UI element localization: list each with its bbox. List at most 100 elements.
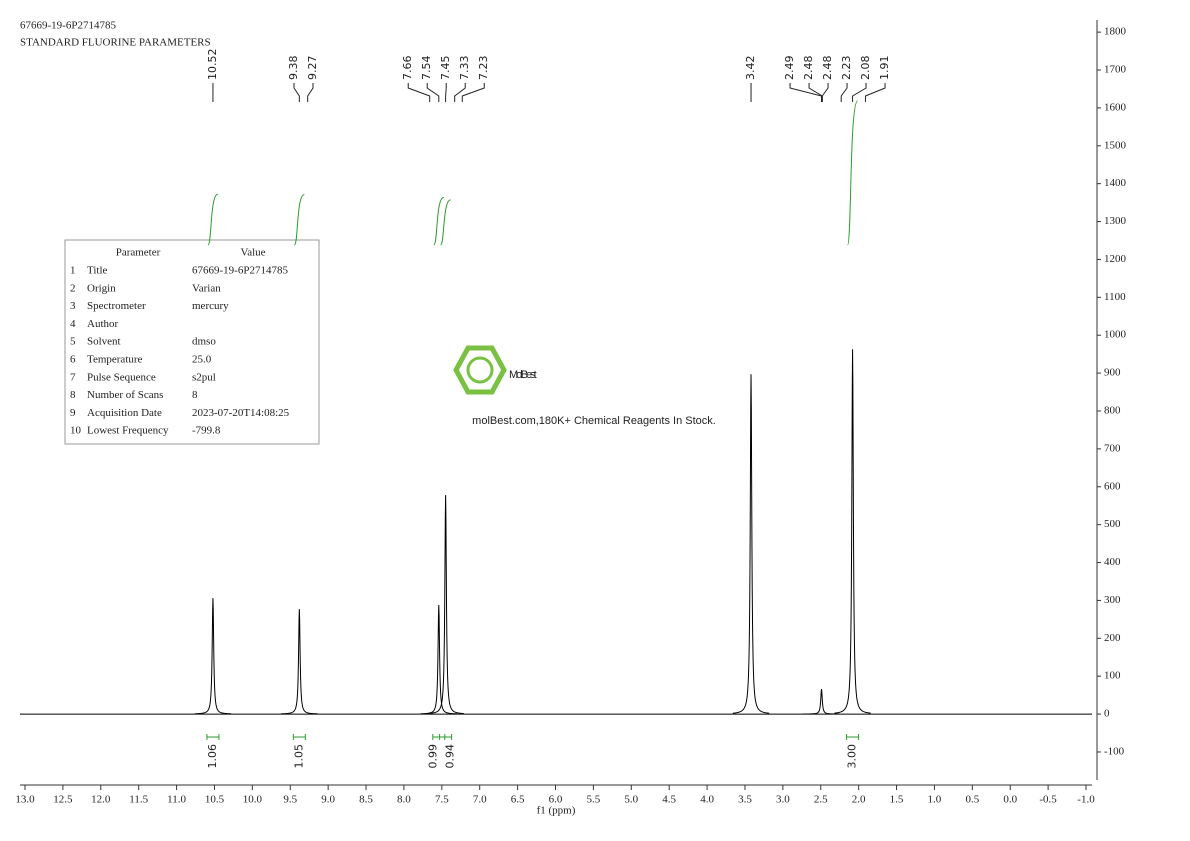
table-cell: 4 bbox=[70, 318, 76, 330]
peak-label: 9.38 bbox=[287, 56, 300, 81]
table-cell: Solvent bbox=[87, 336, 121, 348]
table-cell: Varian bbox=[192, 282, 221, 294]
x-tick-label: 10.5 bbox=[205, 794, 225, 806]
peak-leader bbox=[840, 83, 848, 102]
peak bbox=[834, 349, 871, 714]
integral-curve bbox=[207, 193, 219, 246]
table-cell: 8 bbox=[70, 389, 76, 401]
peak-label: 1.91 bbox=[878, 56, 891, 81]
watermark: MolBest molBest.com,180K+ Chemical Reage… bbox=[453, 345, 716, 427]
x-tick-label: 5.5 bbox=[587, 794, 601, 806]
x-tick-label: 0.5 bbox=[965, 794, 979, 806]
integral-label: 0.94 bbox=[444, 744, 457, 769]
x-tick-label: 4.5 bbox=[662, 794, 676, 806]
x-axis-label: f1 (ppm) bbox=[537, 805, 576, 817]
x-tick-label: 7.5 bbox=[435, 794, 449, 806]
table-cell: Lowest Frequency bbox=[87, 425, 169, 437]
x-tick-label: 12.0 bbox=[91, 794, 111, 806]
table-cell: 10 bbox=[70, 425, 82, 437]
sample-id: 67669-19-6P2714785 bbox=[20, 20, 116, 32]
table-header: Value bbox=[240, 247, 265, 259]
parameter-table bbox=[64, 239, 320, 445]
table-cell: 9 bbox=[70, 407, 76, 419]
peak-label: 2.49 bbox=[783, 56, 796, 81]
peak-label: 2.48 bbox=[821, 56, 834, 81]
y-tick-label: 1800 bbox=[1104, 26, 1127, 38]
peak-label: 7.23 bbox=[477, 56, 490, 81]
peak-leader bbox=[852, 83, 867, 102]
peak-leader bbox=[864, 83, 886, 102]
table-cell: mercury bbox=[192, 300, 229, 312]
y-tick-label: 1100 bbox=[1104, 291, 1126, 303]
experiment-name: STANDARD FLUORINE PARAMETERS bbox=[20, 37, 211, 49]
peak-label: 9.27 bbox=[306, 56, 319, 81]
y-tick-label: 1700 bbox=[1104, 64, 1127, 76]
peak-leader bbox=[461, 83, 485, 102]
x-tick-label: 9.0 bbox=[321, 794, 335, 806]
table-cell: 2023-07-20T14:08:25 bbox=[192, 407, 290, 419]
peak-leader bbox=[445, 83, 447, 102]
x-tick-label: 11.5 bbox=[129, 794, 148, 806]
y-tick-label: 300 bbox=[1104, 594, 1121, 606]
table-cell: 6 bbox=[70, 354, 76, 366]
peak-label: 2.48 bbox=[802, 56, 815, 81]
x-tick-label: 6.0 bbox=[549, 794, 563, 806]
y-tick-label: 0 bbox=[1104, 708, 1110, 720]
peak-label: 2.23 bbox=[840, 56, 853, 81]
y-tick-label: 1600 bbox=[1104, 101, 1127, 113]
x-tick-label: 13.0 bbox=[15, 794, 35, 806]
table-cell: Pulse Sequence bbox=[87, 371, 156, 383]
logo-ring bbox=[466, 356, 494, 384]
integral-curve bbox=[847, 100, 859, 246]
x-tick-label: 2.0 bbox=[852, 794, 866, 806]
y-tick-label: 700 bbox=[1104, 442, 1121, 454]
y-tick-label: 400 bbox=[1104, 556, 1121, 568]
x-tick-label: 0.0 bbox=[1003, 794, 1017, 806]
x-tick-label: 8.0 bbox=[397, 794, 411, 806]
y-tick-label: 200 bbox=[1104, 632, 1121, 644]
y-tick-label: 900 bbox=[1104, 367, 1121, 379]
table-cell: 25.0 bbox=[192, 354, 212, 366]
integral-bracket bbox=[292, 734, 306, 740]
peak-leader bbox=[454, 83, 466, 102]
x-tick-label: 11.0 bbox=[167, 794, 186, 806]
table-cell: 1 bbox=[70, 265, 76, 277]
table-cell: 67669-19-6P2714785 bbox=[192, 265, 288, 277]
peak-label: 7.54 bbox=[420, 56, 433, 81]
y-tick-label: 800 bbox=[1104, 405, 1121, 417]
table-cell: 7 bbox=[70, 371, 76, 383]
y-tick-label: 500 bbox=[1104, 518, 1121, 530]
peak-leader bbox=[307, 83, 314, 102]
table-cell: Number of Scans bbox=[87, 389, 163, 401]
peak-leader bbox=[293, 83, 300, 102]
peak bbox=[420, 604, 457, 715]
peak-label: 7.33 bbox=[458, 56, 471, 81]
y-tick-label: 600 bbox=[1104, 480, 1121, 492]
table-cell: s2pul bbox=[192, 371, 216, 383]
x-tick-label: 2.5 bbox=[814, 794, 828, 806]
x-tick-label: 8.5 bbox=[359, 794, 373, 806]
peak-leader bbox=[808, 83, 823, 102]
x-tick-label: 1.5 bbox=[890, 794, 904, 806]
peak-leader bbox=[821, 83, 829, 102]
integral-curve bbox=[440, 199, 452, 246]
table-cell: dmso bbox=[192, 336, 216, 348]
peak bbox=[281, 609, 318, 715]
table-cell: 8 bbox=[192, 389, 198, 401]
peak bbox=[427, 495, 464, 715]
x-tick-label: 4.0 bbox=[700, 794, 714, 806]
table-cell: Author bbox=[87, 318, 119, 330]
peak-label: 2.08 bbox=[859, 56, 872, 81]
x-tick-label: 7.0 bbox=[473, 794, 487, 806]
integral-label: 1.06 bbox=[206, 744, 219, 769]
table-cell: -799.8 bbox=[192, 425, 221, 437]
peak-label: 7.66 bbox=[401, 56, 414, 81]
peak-leader bbox=[407, 83, 431, 102]
y-tick-label: 1300 bbox=[1104, 215, 1127, 227]
table-cell: Origin bbox=[87, 282, 116, 294]
x-tick-label: 6.5 bbox=[511, 794, 525, 806]
table-cell: Acquisition Date bbox=[87, 407, 162, 419]
table-header: Parameter bbox=[116, 247, 161, 259]
